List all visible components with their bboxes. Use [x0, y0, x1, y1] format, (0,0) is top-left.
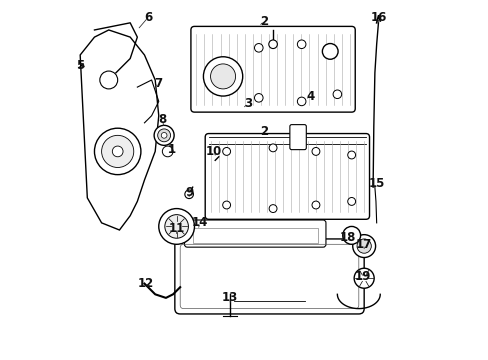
Circle shape — [222, 148, 230, 156]
FancyBboxPatch shape — [289, 125, 305, 150]
Circle shape — [222, 201, 230, 209]
Text: 3: 3 — [244, 97, 252, 110]
Text: 2: 2 — [260, 125, 267, 138]
Text: 4: 4 — [306, 90, 314, 103]
Circle shape — [342, 226, 360, 244]
Text: 1: 1 — [167, 143, 175, 156]
Text: 5: 5 — [76, 59, 84, 72]
Circle shape — [154, 125, 174, 145]
Circle shape — [161, 132, 166, 138]
FancyBboxPatch shape — [175, 239, 364, 314]
FancyBboxPatch shape — [184, 220, 325, 247]
Circle shape — [297, 40, 305, 49]
Text: 17: 17 — [355, 238, 371, 251]
Text: 19: 19 — [353, 270, 370, 283]
Text: 7: 7 — [154, 77, 163, 90]
Circle shape — [356, 239, 370, 253]
FancyBboxPatch shape — [205, 134, 369, 219]
Polygon shape — [80, 30, 159, 230]
Circle shape — [311, 148, 319, 156]
Text: 6: 6 — [143, 11, 152, 24]
Circle shape — [325, 47, 334, 56]
Circle shape — [162, 146, 173, 157]
Circle shape — [94, 128, 141, 175]
Text: 14: 14 — [191, 216, 207, 229]
Circle shape — [184, 190, 193, 199]
Circle shape — [159, 208, 194, 244]
Circle shape — [352, 235, 375, 257]
Text: 12: 12 — [138, 277, 154, 290]
FancyBboxPatch shape — [190, 26, 354, 112]
Circle shape — [102, 135, 134, 167]
Text: 10: 10 — [205, 145, 222, 158]
Text: 11: 11 — [168, 222, 184, 235]
Circle shape — [347, 198, 355, 205]
Circle shape — [311, 201, 319, 209]
Circle shape — [100, 71, 118, 89]
Circle shape — [210, 64, 235, 89]
Circle shape — [347, 151, 355, 159]
Circle shape — [254, 44, 263, 52]
Text: 2: 2 — [260, 14, 267, 27]
Circle shape — [164, 215, 188, 238]
Circle shape — [322, 44, 337, 59]
Text: 15: 15 — [368, 177, 384, 190]
Circle shape — [268, 40, 277, 49]
Text: 8: 8 — [158, 113, 166, 126]
Circle shape — [353, 268, 373, 288]
Text: 9: 9 — [184, 186, 193, 199]
Circle shape — [332, 90, 341, 99]
Circle shape — [268, 204, 276, 212]
Circle shape — [297, 97, 305, 106]
Text: 18: 18 — [339, 231, 356, 244]
Circle shape — [203, 57, 242, 96]
Text: 13: 13 — [222, 291, 238, 305]
Circle shape — [254, 94, 263, 102]
Circle shape — [157, 129, 170, 142]
Circle shape — [268, 144, 276, 152]
Circle shape — [112, 146, 123, 157]
Text: 16: 16 — [369, 11, 386, 24]
